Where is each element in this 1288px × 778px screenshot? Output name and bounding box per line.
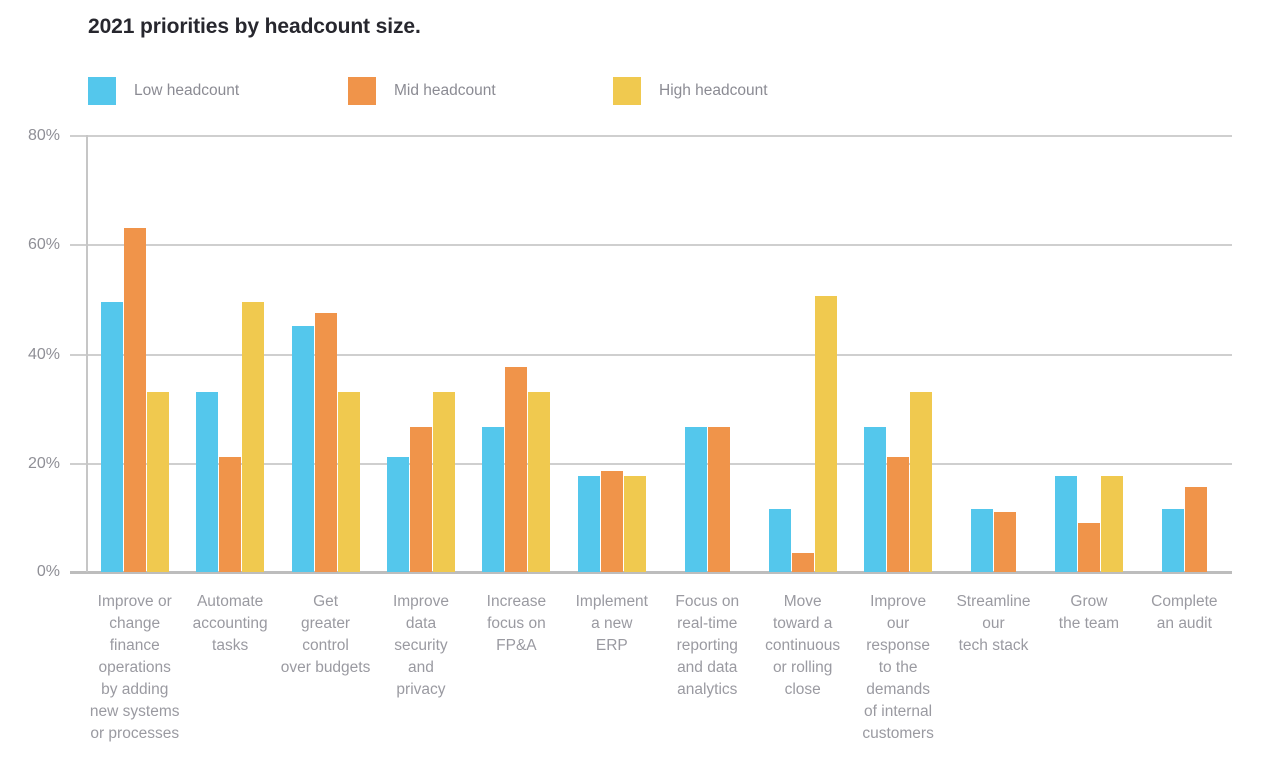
y-tick-label: 20% (27, 454, 60, 472)
bar-high-headcount (814, 296, 837, 572)
bar-group (946, 135, 1041, 572)
category-group: Improve our response to the demands of i… (850, 135, 945, 742)
bar-mid-headcount (219, 457, 242, 572)
category-group: Automate accounting tasks (182, 135, 277, 654)
category-group: Complete an audit (1137, 135, 1232, 632)
category-group: Improve or change finance operations by … (87, 135, 182, 742)
category-group: Improve data security and privacy (373, 135, 468, 698)
x-axis-label: Focus on real-time reporting and data an… (675, 593, 740, 698)
bar-mid-headcount (409, 427, 432, 572)
bar-low-headcount (684, 427, 707, 572)
x-axis-label: Automate accounting tasks (192, 593, 268, 654)
x-axis-label: Move toward a continuous or rolling clos… (765, 593, 841, 698)
bar-group (850, 135, 945, 572)
bar-group (755, 135, 850, 572)
gridline-60: 60% (28, 236, 1232, 253)
bar-low-headcount (386, 457, 409, 572)
bar-high-headcount (242, 301, 265, 572)
category-group: Increase focus on FP&A (469, 135, 564, 654)
bar-high-headcount (1100, 476, 1123, 572)
y-tick-label: 0% (36, 563, 60, 580)
bar-mid-headcount (314, 312, 337, 572)
bar-low-headcount (482, 427, 505, 572)
bar-mid-headcount (707, 427, 730, 572)
y-axis-line (86, 135, 88, 572)
bar-group (1041, 135, 1136, 572)
plot-area: 80% 60% 40% 20% 0% Improve or change fin… (28, 127, 1232, 742)
bar-low-headcount (864, 427, 887, 572)
category-group: Implement a new ERP (564, 135, 659, 654)
low-headcount-swatch-icon (88, 77, 116, 105)
bar-high-headcount (146, 391, 169, 572)
legend-item-high-headcount: High headcount (613, 77, 768, 105)
chart-title: 2021 priorities by headcount size. (88, 15, 421, 38)
y-tick-label: 60% (27, 236, 60, 254)
gridline-20: 20% (28, 455, 1232, 472)
bar-group (182, 135, 277, 572)
legend-item-mid-headcount: Mid headcount (348, 77, 496, 105)
bar-low-headcount (291, 326, 314, 572)
bar-group (1137, 135, 1232, 572)
gridline-40: 40% (28, 346, 1232, 363)
bar-high-headcount (337, 391, 360, 572)
bar-low-headcount (768, 509, 791, 572)
y-tick-label: 80% (27, 127, 60, 144)
bar-high-headcount (910, 391, 933, 572)
x-axis-label: Implement a new ERP (575, 593, 648, 654)
bar-mid-headcount (1077, 522, 1100, 572)
bar-low-headcount (971, 509, 993, 572)
legend-label: High headcount (659, 82, 768, 99)
bar-mid-headcount (1184, 487, 1207, 572)
bar-group (373, 135, 468, 572)
gridline-80: 80% (28, 127, 1232, 144)
category-group: Grow the team (1041, 135, 1136, 632)
bar-mid-headcount (123, 227, 146, 572)
category-group: Get greater control over budgets (278, 135, 373, 676)
x-axis-label: Increase focus on FP&A (486, 593, 547, 654)
legend-label: Low headcount (134, 82, 240, 99)
x-axis-label: Complete an audit (1151, 593, 1218, 632)
bar-low-headcount (1161, 509, 1184, 572)
bar-group (660, 135, 755, 572)
bar-mid-headcount (887, 457, 910, 572)
bar-group (564, 135, 659, 572)
bar-high-headcount (623, 476, 646, 572)
x-axis-label: Improve our response to the demands of i… (862, 593, 934, 742)
x-axis-label: Improve data security and privacy (392, 593, 449, 698)
bar-low-headcount (577, 476, 600, 572)
x-axis-label: Get greater control over budgets (280, 593, 371, 676)
legend-item-low-headcount: Low headcount (88, 77, 239, 105)
bar-mid-headcount (600, 470, 623, 572)
bar-mid-headcount (994, 511, 1016, 572)
bar-group (469, 135, 564, 572)
x-axis-label: Streamline our tech stack (956, 593, 1031, 654)
bar-group (278, 135, 373, 572)
bar-mid-headcount (791, 552, 814, 572)
category-group: Streamline our tech stack (946, 135, 1041, 654)
plot-columns: Improve or change finance operations by … (87, 135, 1232, 742)
bar-high-headcount (432, 391, 455, 572)
bar-high-headcount (528, 391, 551, 572)
legend-label: Mid headcount (394, 82, 496, 99)
category-group: Focus on real-time reporting and data an… (660, 135, 755, 698)
mid-headcount-swatch-icon (348, 77, 376, 105)
y-tick-label: 40% (27, 345, 60, 363)
bar-low-headcount (100, 301, 123, 572)
bar-low-headcount (196, 391, 219, 572)
bar-low-headcount (1054, 476, 1077, 572)
x-axis-line: 0% (37, 563, 1232, 580)
bar-group (87, 135, 182, 572)
category-group: Move toward a continuous or rolling clos… (755, 135, 850, 698)
high-headcount-swatch-icon (613, 77, 641, 105)
x-axis-label: Grow the team (1058, 593, 1120, 632)
x-axis-label: Improve or change finance operations by … (89, 593, 180, 742)
bar-mid-headcount (505, 367, 528, 572)
